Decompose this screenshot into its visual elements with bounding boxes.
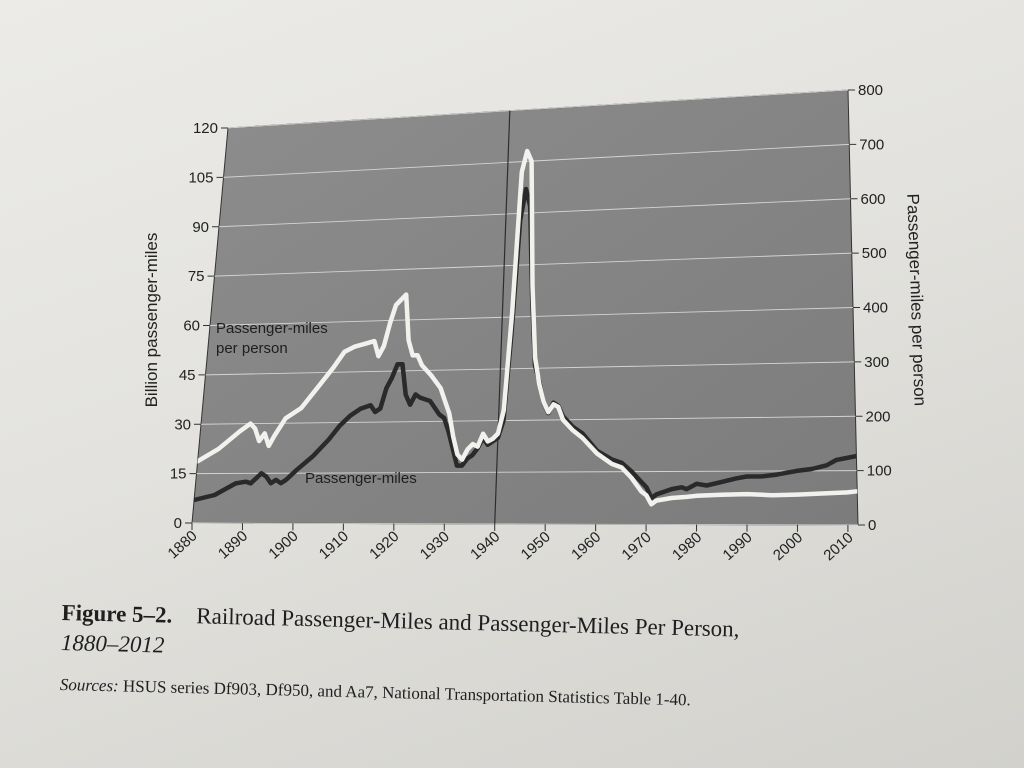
right-tick-label-700: 700 [859,136,884,153]
x-tick-label-2010: 2010 [820,529,856,564]
gridline-45 [205,361,855,376]
x-tick-label-1890: 1890 [215,527,251,562]
x-tick-label-1900: 1900 [265,528,301,563]
annotation-per-person: Passenger-miles per person [216,320,328,357]
annotation-per-person-line-2: per person [216,340,288,357]
left-tick-label-105: 105 [188,169,213,186]
left-tick-label-15: 15 [170,466,187,483]
right-tick-label-100: 100 [867,463,892,480]
sources-text: HSUS series Df903, Df950, and Aa7, Natio… [118,676,691,710]
series-line-passenger_miles [192,186,858,503]
annotation-passenger-miles: Passenger-miles [305,470,417,487]
figure-caption: Figure 5–2. Railroad Passenger-Miles and … [60,598,962,720]
left-tick-label-60: 60 [183,318,200,335]
x-tick-label-1910: 1910 [316,528,352,563]
series-line-per_person [195,148,858,507]
x-tick-label-1970: 1970 [619,529,655,564]
x-tick-label-2000: 2000 [770,529,806,564]
left-tick-label-90: 90 [192,219,209,236]
right-tick-label-300: 300 [864,354,889,371]
x-tick-label-1980: 1980 [669,529,705,564]
gridline-30 [200,415,856,425]
gridline-15 [196,470,857,475]
left-tick-label-45: 45 [179,367,196,384]
marker-layer [494,110,511,524]
marker-line-1940 [494,110,511,524]
right-tick-label-400: 400 [863,300,888,317]
right-axis-title: Passenger-miles per person [903,193,929,406]
sources-note: Sources: HSUS series Df903, Df950, and A… [60,672,960,720]
right-tick-label-600: 600 [861,191,886,208]
right-tick-label-200: 200 [866,408,891,425]
right-tick-label-0: 0 [868,517,876,534]
grid [191,89,859,526]
x-tick-label-1920: 1920 [366,528,402,563]
gridline-105 [223,143,850,178]
x-tick-label-1960: 1960 [568,529,604,564]
chart: 0 15 30 45 60 75 90 105 120 0 100 200 300 400 500 600 70… [142,82,930,564]
x-tick-label-1940: 1940 [467,528,503,563]
gridline-120 [227,89,849,129]
right-tick-label-500: 500 [862,245,887,262]
left-tick-label-120: 120 [193,120,218,137]
annotation-per-person-line-1: Passenger-miles [216,320,328,337]
left-tick-label-30: 30 [174,416,191,433]
left-tick-label-75: 75 [188,268,205,285]
x-tick-label-1930: 1930 [417,528,453,563]
series-layer [192,148,858,507]
x-tick-label-1990: 1990 [719,529,755,564]
x-tick-label-1950: 1950 [518,528,554,563]
left-tick-label-0: 0 [174,515,182,532]
x-tick-label-1880: 1880 [164,527,200,562]
figure-label: Figure 5–2. [61,599,173,628]
right-tick-label-800: 800 [858,82,883,99]
gridline-90 [218,198,851,228]
sources-label: Sources: [59,674,119,696]
left-axis-title: Billion passenger-miles [142,233,161,408]
